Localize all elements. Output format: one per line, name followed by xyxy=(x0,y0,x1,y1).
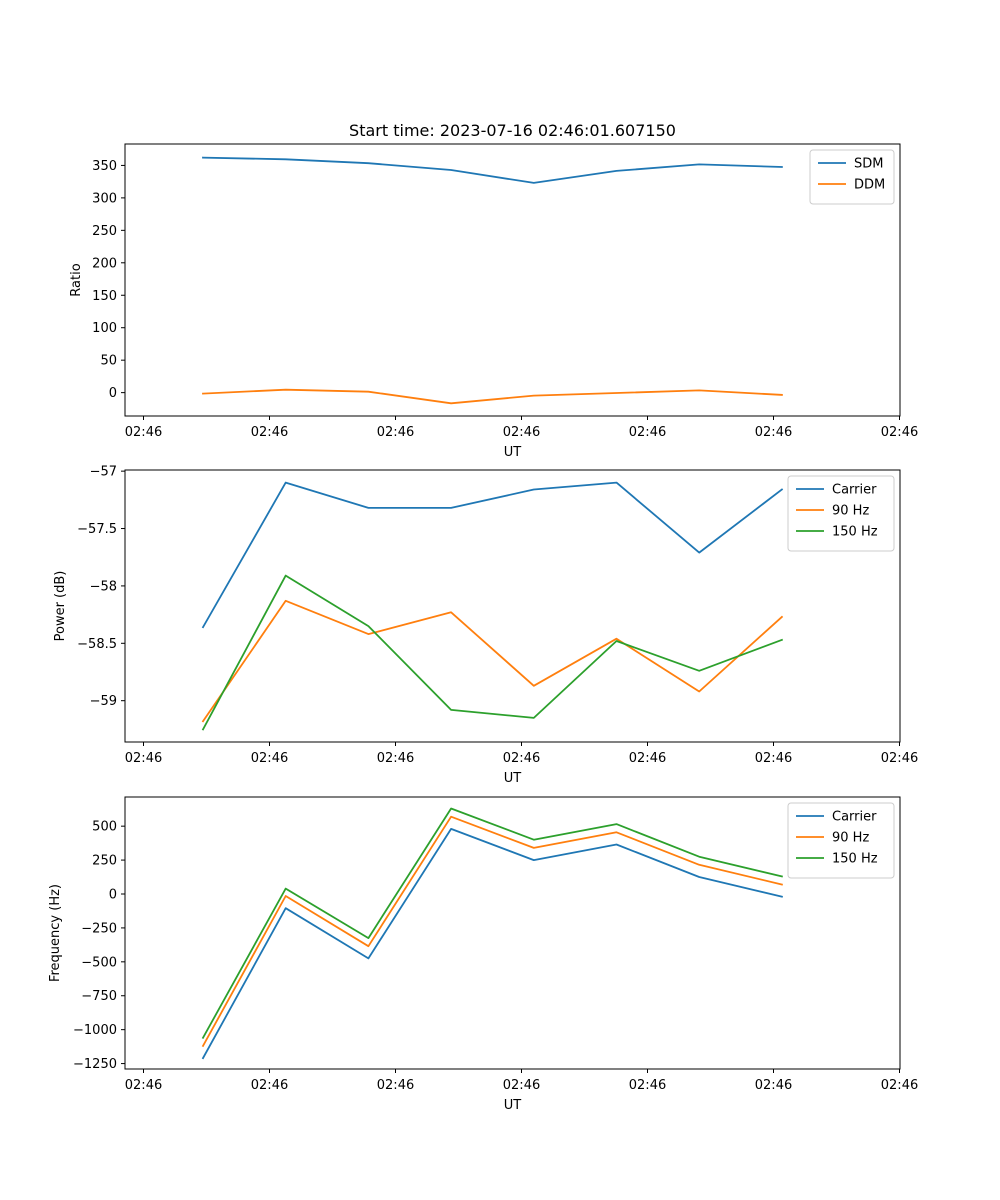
x-tick-label: 02:46 xyxy=(125,425,162,440)
x-tick-label: 02:46 xyxy=(755,425,792,440)
y-tick-label: 50 xyxy=(100,354,117,369)
legend-label: DDM xyxy=(854,178,885,193)
x-tick-label: 02:46 xyxy=(377,1078,414,1093)
legend-label: Carrier xyxy=(832,483,877,498)
y-tick-label: −58.5 xyxy=(77,637,117,652)
x-axis-label: UT xyxy=(504,771,522,786)
x-tick-label: 02:46 xyxy=(377,425,414,440)
legend-box xyxy=(787,475,895,552)
y-tick-label: −750 xyxy=(81,989,117,1004)
y-tick-label: 250 xyxy=(92,224,117,239)
x-axis-label: UT xyxy=(504,1098,522,1113)
series-line-sdm xyxy=(202,156,783,184)
y-tick-label: −1000 xyxy=(73,1023,117,1038)
y-tick-label: 300 xyxy=(92,191,117,206)
subplot-3: 02:4602:4602:4602:4602:4602:4602:4602:47… xyxy=(48,796,918,1113)
x-tick-label: 02:46 xyxy=(629,425,666,440)
legend-label: 90 Hz xyxy=(832,504,869,519)
legend-label: 90 Hz xyxy=(832,831,869,846)
subplot-2: 02:4602:4602:4602:4602:4602:4602:4602:47… xyxy=(53,465,918,786)
y-axis-label: Ratio xyxy=(69,263,84,296)
y-tick-label: −58 xyxy=(90,579,117,594)
x-tick-label: 02:46 xyxy=(125,751,162,766)
series-line-150-hz xyxy=(201,574,784,731)
x-tick-label: 02:46 xyxy=(755,1078,792,1093)
y-tick-label: 0 xyxy=(109,386,117,401)
legend-box xyxy=(787,802,895,879)
y-axis-label: Power (dB) xyxy=(53,571,68,642)
y-tick-label: 500 xyxy=(92,820,117,835)
y-tick-label: −250 xyxy=(81,921,117,936)
x-tick-label: 02:46 xyxy=(503,751,540,766)
axes-frame xyxy=(124,796,901,1070)
axes-frame xyxy=(124,143,901,417)
x-tick-label: 02:46 xyxy=(629,1078,666,1093)
series-line-ddm xyxy=(202,388,783,405)
legend-label: Carrier xyxy=(832,810,877,825)
x-tick-label: 02:46 xyxy=(881,751,918,766)
legend-label: 150 Hz xyxy=(832,852,878,867)
subplot-1: 02:4602:4602:4602:4602:4602:4602:4602:47… xyxy=(69,143,918,460)
legend-label: SDM xyxy=(854,157,883,172)
x-tick-label: 02:46 xyxy=(251,1078,288,1093)
x-tick-label: 02:46 xyxy=(251,425,288,440)
y-tick-label: 350 xyxy=(92,159,117,174)
subplots: 02:4602:4602:4602:4602:4602:4602:4602:47… xyxy=(48,143,918,1113)
y-tick-label: 250 xyxy=(92,854,117,869)
legend-label: 150 Hz xyxy=(832,525,878,540)
x-tick-label: 02:46 xyxy=(251,751,288,766)
legend: SDM DDM xyxy=(809,149,895,205)
figure-title: Start time: 2023-07-16 02:46:01.607150 xyxy=(349,121,676,140)
x-tick-label: 02:46 xyxy=(377,751,414,766)
legend: Carrier 90 Hz 150 Hz xyxy=(787,475,895,552)
y-tick-label: −57 xyxy=(90,465,117,480)
x-tick-label: 02:46 xyxy=(755,751,792,766)
series-line-90-hz xyxy=(201,815,783,1048)
x-tick-label: 02:46 xyxy=(125,1078,162,1093)
series-line-150-hz xyxy=(201,807,783,1040)
x-tick-label: 02:46 xyxy=(503,1078,540,1093)
y-tick-label: −1250 xyxy=(73,1057,117,1072)
y-tick-label: 100 xyxy=(92,321,117,336)
x-tick-label: 02:46 xyxy=(881,425,918,440)
y-axis-label: Frequency (Hz) xyxy=(48,884,63,982)
x-tick-label: 02:46 xyxy=(503,425,540,440)
y-tick-label: 150 xyxy=(92,289,117,304)
series-line-carrier xyxy=(201,828,783,1060)
y-tick-label: 200 xyxy=(92,256,117,271)
y-tick-label: −500 xyxy=(81,955,117,970)
series-line-carrier xyxy=(201,481,784,629)
legend: Carrier 90 Hz 150 Hz xyxy=(787,802,895,879)
y-tick-label: −57.5 xyxy=(77,522,117,537)
series-line-90-hz xyxy=(201,599,784,723)
x-axis-label: UT xyxy=(504,445,522,460)
x-tick-label: 02:46 xyxy=(881,1078,918,1093)
x-tick-label: 02:46 xyxy=(629,751,666,766)
axes-frame xyxy=(124,469,901,743)
y-tick-label: −59 xyxy=(90,694,117,709)
y-tick-label: 0 xyxy=(109,887,117,902)
